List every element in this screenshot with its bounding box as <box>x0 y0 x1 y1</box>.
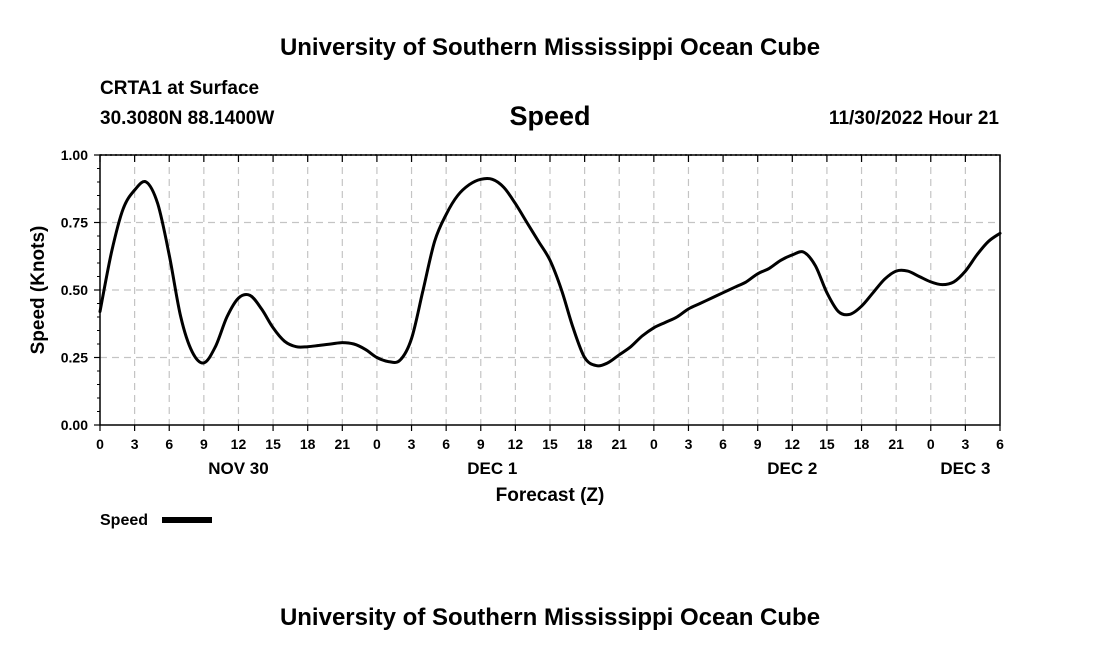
x-tick-label: 6 <box>165 436 173 452</box>
x-tick-label: 18 <box>854 436 870 452</box>
x-tick-label: 0 <box>650 436 658 452</box>
x-tick-label: 9 <box>754 436 762 452</box>
x-tick-label: 12 <box>231 436 247 452</box>
x-tick-label: 0 <box>96 436 104 452</box>
x-tick-label: 15 <box>265 436 281 452</box>
legend-label: Speed <box>100 512 148 529</box>
legend-swatch <box>162 517 212 523</box>
plot-frame <box>99 154 1001 426</box>
day-label: NOV 30 <box>208 459 268 478</box>
x-tick-label: 9 <box>477 436 485 452</box>
station-coords: 30.3080N 88.1400W <box>100 108 274 129</box>
x-tick-label: 6 <box>996 436 1004 452</box>
x-tick-label: 3 <box>408 436 416 452</box>
x-tick-label: 3 <box>131 436 139 452</box>
variable-title: Speed <box>509 101 590 131</box>
x-tick-label: 9 <box>200 436 208 452</box>
y-tick-label: 0.75 <box>61 215 88 231</box>
chart-main-title: University of Southern Mississippi Ocean… <box>280 34 820 61</box>
y-tick-label: 0.50 <box>61 282 88 298</box>
x-tick-label: 12 <box>785 436 801 452</box>
y-axis-label: Speed (Knots) <box>28 226 49 355</box>
x-tick-label: 0 <box>927 436 935 452</box>
x-tick-label: 18 <box>577 436 593 452</box>
y-tick-label: 1.00 <box>61 147 88 163</box>
station-label: CRTA1 at Surface <box>100 78 259 99</box>
y-tick-label: 0.25 <box>61 350 88 366</box>
x-tick-label: 0 <box>373 436 381 452</box>
chart-tick-labels: 0.00 0.25 0.50 0.75 1.00 0 3 6 9 12 15 18 21 0 3 6 9 12 15… <box>61 147 1004 478</box>
x-tick-label: 6 <box>442 436 450 452</box>
speed-series-line <box>98 176 1002 368</box>
forecast-timestamp: 11/30/2022 Hour 21 <box>829 108 999 129</box>
chart-grid <box>100 154 1000 425</box>
x-tick-label: 6 <box>719 436 727 452</box>
x-tick-label: 15 <box>819 436 835 452</box>
x-tick-label: 18 <box>300 436 316 452</box>
chart-ticks <box>94 154 1001 431</box>
x-tick-label: 3 <box>961 436 969 452</box>
x-axis-label: Forecast (Z) <box>496 485 605 506</box>
footer-title: University of Southern Mississippi Ocean… <box>280 604 820 631</box>
day-label: DEC 3 <box>940 459 990 478</box>
x-tick-label: 21 <box>335 436 351 452</box>
y-tick-label: 0.00 <box>61 417 88 433</box>
x-tick-label: 21 <box>888 436 904 452</box>
day-label: DEC 2 <box>767 459 817 478</box>
x-tick-label: 12 <box>508 436 524 452</box>
x-tick-label: 3 <box>685 436 693 452</box>
x-tick-label: 15 <box>542 436 558 452</box>
x-tick-label: 21 <box>611 436 627 452</box>
day-label: DEC 1 <box>467 459 517 478</box>
